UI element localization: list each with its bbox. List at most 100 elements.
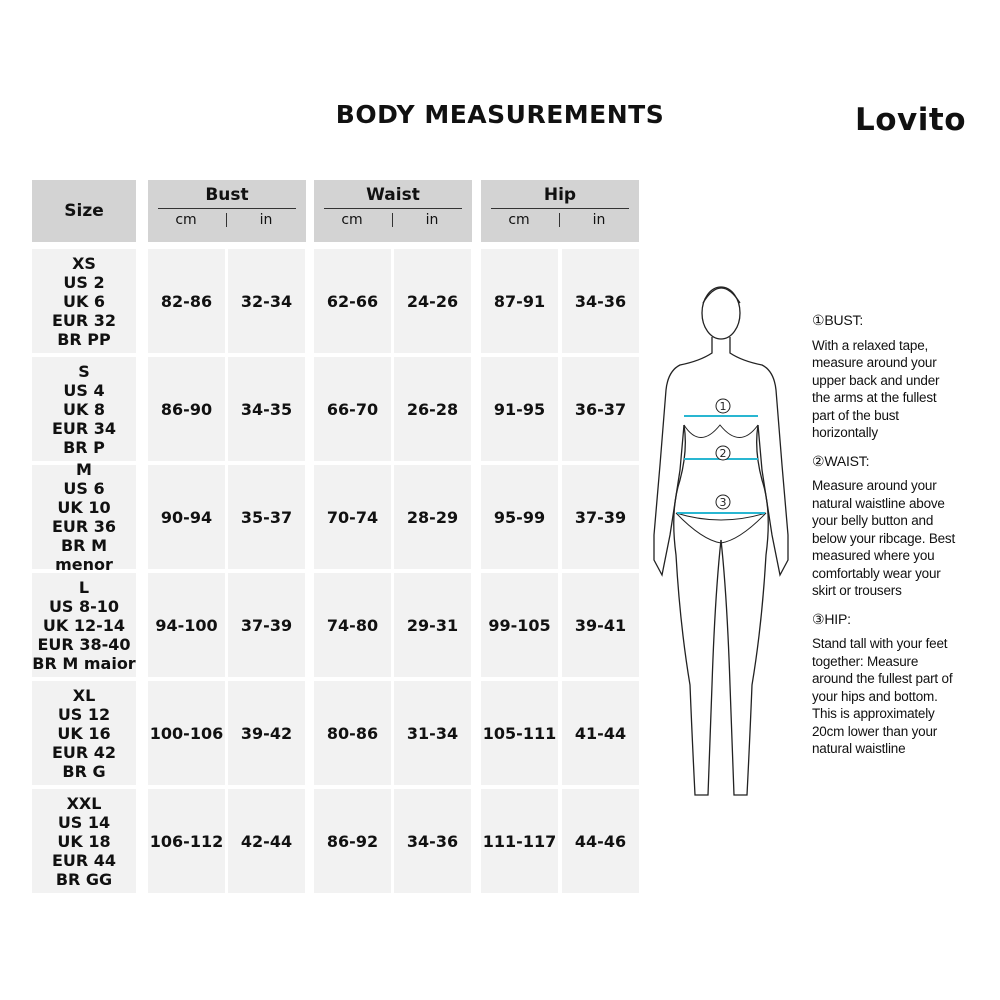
marker-3-label: 3 xyxy=(720,496,727,509)
marker-1-label: 1 xyxy=(720,400,727,413)
marker-2-label: 2 xyxy=(720,447,727,460)
instruction-line: Measure around your xyxy=(812,478,937,493)
size-label: BR PP xyxy=(57,329,111,349)
hip-cm-value: 111-117 xyxy=(481,789,558,893)
bust-cm-value: 94-100 xyxy=(148,573,225,677)
instruction-line: measure around your xyxy=(812,355,937,370)
size-label: UK 6 xyxy=(62,291,106,311)
divider xyxy=(324,208,462,209)
size-label: UK 18 xyxy=(57,831,111,851)
instruction-line: natural waistline xyxy=(812,741,906,756)
size-label: US 8-10 xyxy=(48,596,120,616)
waist-header: Waist cm in xyxy=(314,180,472,242)
size-label: UK 8 xyxy=(62,399,106,419)
size-label: EUR 42 xyxy=(51,742,117,762)
size-cell: XL US 12 UK 16 EUR 42 BR G xyxy=(32,681,136,785)
size-label: XS xyxy=(72,253,96,273)
unit-in: in xyxy=(592,212,606,228)
size-label: XXL xyxy=(66,793,102,813)
unit-cm: cm xyxy=(341,212,363,228)
instruction-text: Stand tall with your feet together: Measu… xyxy=(812,635,992,758)
instruction-line: 20cm lower than your xyxy=(812,723,938,739)
divider xyxy=(158,208,296,209)
waist-in-value: 34-36 xyxy=(394,789,471,893)
waist-in-value: 28-29 xyxy=(394,465,471,569)
bust-in-value: 35-37 xyxy=(228,465,305,569)
waist-cm-value: 74-80 xyxy=(314,573,391,677)
size-label: EUR 34 xyxy=(51,418,117,438)
brand-logo: Lovito xyxy=(855,102,967,138)
waist-cm-value: 86-92 xyxy=(314,789,391,893)
size-label: BR M menor xyxy=(55,536,113,574)
size-label: EUR 32 xyxy=(51,310,117,330)
hip-cm-value: 95-99 xyxy=(481,465,558,569)
instruction-line: comfortably wear your xyxy=(812,565,941,581)
waist-label: Waist xyxy=(366,185,420,205)
hip-in-value: 39-41 xyxy=(562,573,639,677)
size-cell: S US 4 UK 8 EUR 34 BR P xyxy=(32,357,136,461)
size-cell: XS US 2 UK 6 EUR 32 BR PP xyxy=(32,249,136,353)
instruction-line: horizontally xyxy=(812,425,878,440)
instruction-line: skirt or trousers xyxy=(812,583,902,598)
instruction-heading: ③HIP: xyxy=(812,610,851,627)
size-label: US 6 xyxy=(63,479,105,498)
marker-1 xyxy=(715,398,731,414)
size-label: US 4 xyxy=(63,380,105,400)
hip-in-value: 37-39 xyxy=(562,465,639,569)
bust-cm-value: 100-106 xyxy=(148,681,225,785)
waist-in-value: 29-31 xyxy=(394,573,471,677)
divider xyxy=(559,213,560,227)
hip-in-value: 36-37 xyxy=(562,357,639,461)
waist-cm-value: 70-74 xyxy=(314,465,391,569)
hip-cm-value: 87-91 xyxy=(481,249,558,353)
marker-2 xyxy=(715,445,731,461)
bust-in-value: 34-35 xyxy=(228,357,305,461)
bust-cm-value: 82-86 xyxy=(148,249,225,353)
instruction-text: Measure around your natural waistline abo… xyxy=(812,477,992,600)
hip-header: Hip cm in xyxy=(481,180,639,242)
bust-in-value: 39-42 xyxy=(228,681,305,785)
body-outline xyxy=(653,286,789,796)
bust-in-value: 42-44 xyxy=(228,789,305,893)
size-label: US 2 xyxy=(63,272,105,292)
instruction-line: With a relaxed tape, xyxy=(812,337,929,353)
hip-cm-value: 91-95 xyxy=(481,357,558,461)
waist-in-value: 24-26 xyxy=(394,249,471,353)
size-label: UK 10 xyxy=(57,498,111,517)
instruction-line: natural waistline above xyxy=(812,495,945,511)
size-label: BR GG xyxy=(55,869,113,889)
waist-cm-value: 80-86 xyxy=(314,681,391,785)
size-label: US 14 xyxy=(57,812,111,832)
instruction-line: Stand tall with your feet xyxy=(812,636,948,651)
instruction-line: This is approximately xyxy=(812,706,935,721)
size-label: EUR 44 xyxy=(51,850,117,870)
instruction-line: below your ribcage. Best xyxy=(812,530,956,546)
size-label: M xyxy=(76,460,92,479)
instruction-heading: ①BUST: xyxy=(812,312,864,328)
size-cell: M US 6 UK 10 EUR 36 BR M menor xyxy=(32,460,136,574)
divider xyxy=(226,213,227,227)
divider xyxy=(392,213,393,227)
hip-cm-value: 105-111 xyxy=(481,681,558,785)
bust-header: Bust cm in xyxy=(148,180,306,242)
body-figure: 1 2 3 xyxy=(653,286,789,796)
hip-in-value: 41-44 xyxy=(562,681,639,785)
marker-3 xyxy=(715,494,731,510)
unit-cm: cm xyxy=(508,212,530,228)
bust-cm-value: 86-90 xyxy=(148,357,225,461)
measurement-instructions: ①BUST: With a relaxed tape, measure around… xyxy=(812,312,992,769)
size-label: US 12 xyxy=(57,704,111,724)
size-label: BR G xyxy=(62,761,106,781)
bust-cm-value: 90-94 xyxy=(148,465,225,569)
size-label: UK 12-14 xyxy=(42,615,126,635)
instruction-line: around the fullest part of xyxy=(812,671,953,686)
instruction-heading: ②WAIST: xyxy=(812,452,870,469)
unit-in: in xyxy=(425,212,439,228)
size-label: EUR 36 xyxy=(51,517,117,536)
unit-in: in xyxy=(259,212,273,228)
waist-in-value: 26-28 xyxy=(394,357,471,461)
bust-cm-value: 106-112 xyxy=(148,789,225,893)
hip-in-value: 44-46 xyxy=(562,789,639,893)
size-cell: L US 8-10 UK 12-14 EUR 38-40 BR M maior xyxy=(32,573,136,677)
instruction-line: upper back and under xyxy=(812,372,940,388)
